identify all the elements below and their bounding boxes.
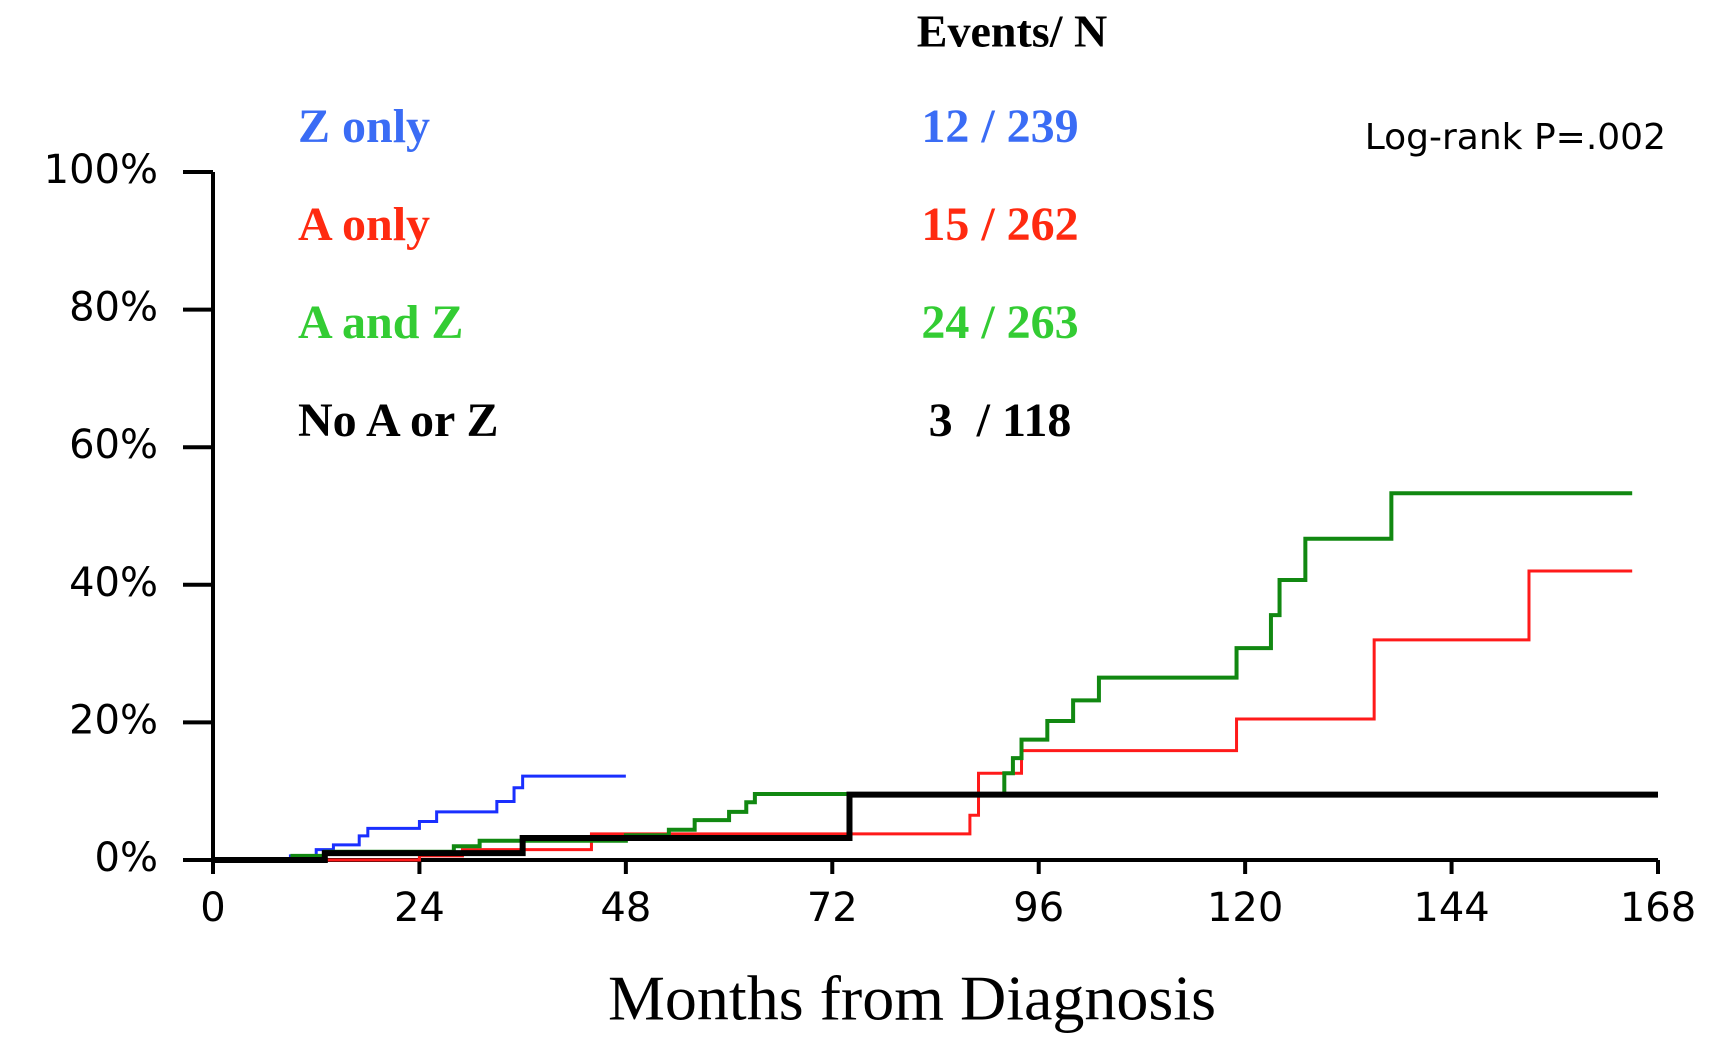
x-tick-label: 144 xyxy=(1413,885,1489,931)
x-tick-label: 96 xyxy=(1013,885,1064,931)
series-line xyxy=(213,791,1658,863)
events-count: 12 / 239 xyxy=(921,100,1078,153)
x-tick-label: 120 xyxy=(1207,885,1283,931)
x-axis-label: Months from Diagnosis xyxy=(608,963,1216,1034)
y-tick-label: 20% xyxy=(69,697,158,743)
series-line xyxy=(299,569,1633,862)
annotation: Log-rank P=.002 xyxy=(1365,117,1666,158)
series-line xyxy=(290,491,1633,858)
legend-label: Z only xyxy=(298,100,430,153)
x-tick-label: 24 xyxy=(394,885,445,931)
events-count: 24 / 263 xyxy=(921,296,1078,349)
y-tick-label: 100% xyxy=(44,147,158,193)
legend-label: No A or Z xyxy=(298,394,498,447)
y-tick-label: 40% xyxy=(69,560,158,606)
x-tick-label: 0 xyxy=(200,885,225,931)
series-line xyxy=(247,774,626,862)
y-tick-label: 60% xyxy=(69,422,158,468)
y-tick-label: 0% xyxy=(95,835,158,881)
events-header: Events/ N xyxy=(917,6,1107,57)
legend-label: A only xyxy=(298,198,430,251)
x-tick-label: 168 xyxy=(1620,885,1696,931)
events-count: 3 / 118 xyxy=(929,394,1072,447)
x-tick-label: 72 xyxy=(807,885,858,931)
legend-label: A and Z xyxy=(298,296,463,349)
events-count: 15 / 262 xyxy=(921,198,1078,251)
x-tick-label: 48 xyxy=(600,885,651,931)
y-tick-label: 80% xyxy=(69,285,158,331)
